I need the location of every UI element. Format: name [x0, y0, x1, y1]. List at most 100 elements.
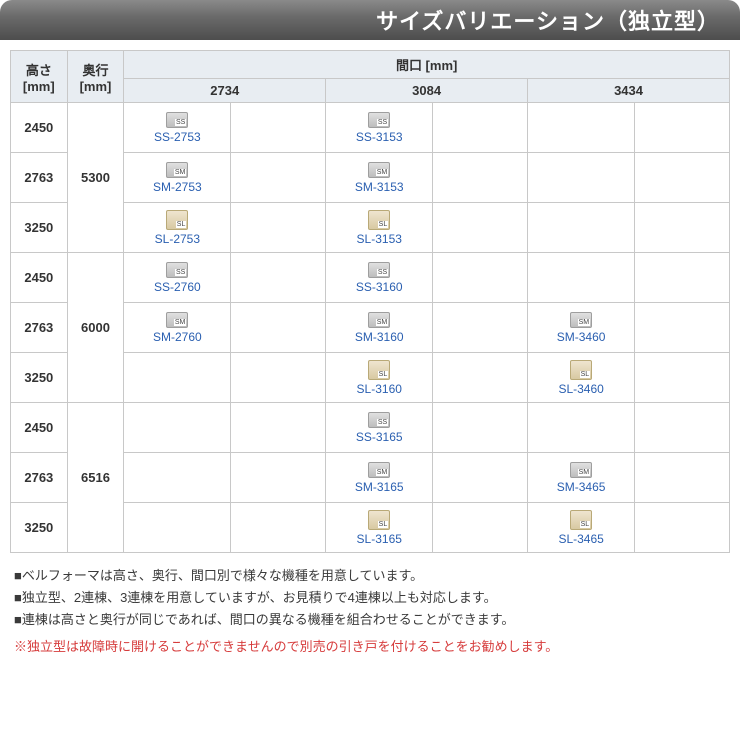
data-cell: [635, 203, 730, 253]
product-code[interactable]: SM-3460: [557, 330, 606, 344]
data-cell: [231, 103, 326, 153]
data-cell: [231, 253, 326, 303]
product-item[interactable]: SM-3165: [328, 462, 430, 494]
data-cell: [528, 403, 635, 453]
product-item[interactable]: SL-3465: [530, 510, 632, 546]
height-cell: 2450: [11, 403, 68, 453]
product-item[interactable]: SS-3165: [328, 412, 430, 444]
product-icon: [368, 462, 390, 478]
product-item[interactable]: SS-3160: [328, 262, 430, 294]
product-code[interactable]: SM-3165: [355, 480, 404, 494]
data-cell: SL-3153: [326, 203, 433, 253]
data-cell: SL-3465: [528, 503, 635, 553]
data-cell: [231, 403, 326, 453]
product-item[interactable]: SS-2760: [126, 262, 228, 294]
data-cell: [635, 253, 730, 303]
product-code[interactable]: SL-3460: [558, 382, 603, 396]
data-cell: [528, 253, 635, 303]
product-icon: [368, 312, 390, 328]
product-item[interactable]: SS-3153: [328, 112, 430, 144]
data-cell: [231, 303, 326, 353]
product-item[interactable]: SM-3160: [328, 312, 430, 344]
data-cell: [433, 203, 528, 253]
product-code[interactable]: SS-3165: [356, 430, 403, 444]
product-icon: [368, 510, 390, 530]
product-icon: [166, 210, 188, 230]
product-code[interactable]: SS-2760: [154, 280, 201, 294]
product-icon: [166, 112, 188, 128]
data-cell: [635, 503, 730, 553]
product-code[interactable]: SM-3160: [355, 330, 404, 344]
data-cell: SS-2760: [124, 253, 231, 303]
depth-cell: 5300: [67, 103, 124, 253]
data-cell: SM-3165: [326, 453, 433, 503]
data-cell: [635, 103, 730, 153]
data-cell: SS-3153: [326, 103, 433, 153]
product-icon: [368, 262, 390, 278]
data-cell: SM-2753: [124, 153, 231, 203]
table-row: 24506516SS-3165: [11, 403, 730, 453]
data-cell: SL-3460: [528, 353, 635, 403]
product-item[interactable]: SL-3165: [328, 510, 430, 546]
data-cell: SM-3460: [528, 303, 635, 353]
data-cell: SM-3160: [326, 303, 433, 353]
product-code[interactable]: SM-2760: [153, 330, 202, 344]
product-code[interactable]: SL-3465: [558, 532, 603, 546]
product-code[interactable]: SM-3465: [557, 480, 606, 494]
data-cell: [433, 503, 528, 553]
table-body: 24505300SS-2753SS-31532763SM-2753SM-3153…: [11, 103, 730, 553]
product-item[interactable]: SM-3153: [328, 162, 430, 194]
product-item[interactable]: SL-3160: [328, 360, 430, 396]
product-code[interactable]: SL-3160: [357, 382, 402, 396]
height-cell: 2450: [11, 103, 68, 153]
product-icon: [570, 312, 592, 328]
data-cell: SS-2753: [124, 103, 231, 153]
data-cell: [231, 203, 326, 253]
product-item[interactable]: SM-3460: [530, 312, 632, 344]
data-cell: SS-3160: [326, 253, 433, 303]
product-icon: [570, 462, 592, 478]
data-cell: [231, 503, 326, 553]
notes-block: ■ベルフォーマは高さ、奥行、間口別で様々な機種を用意しています。■独立型、2連棟…: [0, 561, 740, 631]
data-cell: [433, 353, 528, 403]
product-code[interactable]: SL-2753: [155, 232, 200, 246]
data-cell: [231, 453, 326, 503]
product-code[interactable]: SS-3160: [356, 280, 403, 294]
product-icon: [368, 360, 390, 380]
height-cell: 2763: [11, 303, 68, 353]
height-cell: 3250: [11, 353, 68, 403]
data-cell: [124, 453, 231, 503]
product-item[interactable]: SM-3465: [530, 462, 632, 494]
product-item[interactable]: SL-2753: [126, 210, 228, 246]
data-cell: SS-3165: [326, 403, 433, 453]
data-cell: [528, 103, 635, 153]
depth-cell: 6000: [67, 253, 124, 403]
product-code[interactable]: SM-2753: [153, 180, 202, 194]
product-item[interactable]: SM-2760: [126, 312, 228, 344]
data-cell: [124, 403, 231, 453]
product-item[interactable]: SL-3153: [328, 210, 430, 246]
product-code[interactable]: SL-3153: [357, 232, 402, 246]
product-item[interactable]: SM-2753: [126, 162, 228, 194]
data-cell: SL-3165: [326, 503, 433, 553]
th-width-1: 3084: [326, 79, 528, 103]
product-code[interactable]: SS-3153: [356, 130, 403, 144]
height-cell: 2763: [11, 453, 68, 503]
data-cell: [635, 453, 730, 503]
product-item[interactable]: SL-3460: [530, 360, 632, 396]
data-cell: [231, 353, 326, 403]
product-code[interactable]: SM-3153: [355, 180, 404, 194]
height-cell: 3250: [11, 203, 68, 253]
product-item[interactable]: SS-2753: [126, 112, 228, 144]
data-cell: [635, 153, 730, 203]
data-cell: [433, 303, 528, 353]
data-cell: [124, 353, 231, 403]
data-cell: [635, 353, 730, 403]
data-cell: [231, 153, 326, 203]
product-code[interactable]: SL-3165: [357, 532, 402, 546]
warning-text: ※独立型は故障時に開けることができませんので別売の引き戸を付けることをお勧めしま…: [0, 631, 740, 670]
data-cell: [433, 403, 528, 453]
height-cell: 2450: [11, 253, 68, 303]
product-code[interactable]: SS-2753: [154, 130, 201, 144]
table-row: 24505300SS-2753SS-3153: [11, 103, 730, 153]
